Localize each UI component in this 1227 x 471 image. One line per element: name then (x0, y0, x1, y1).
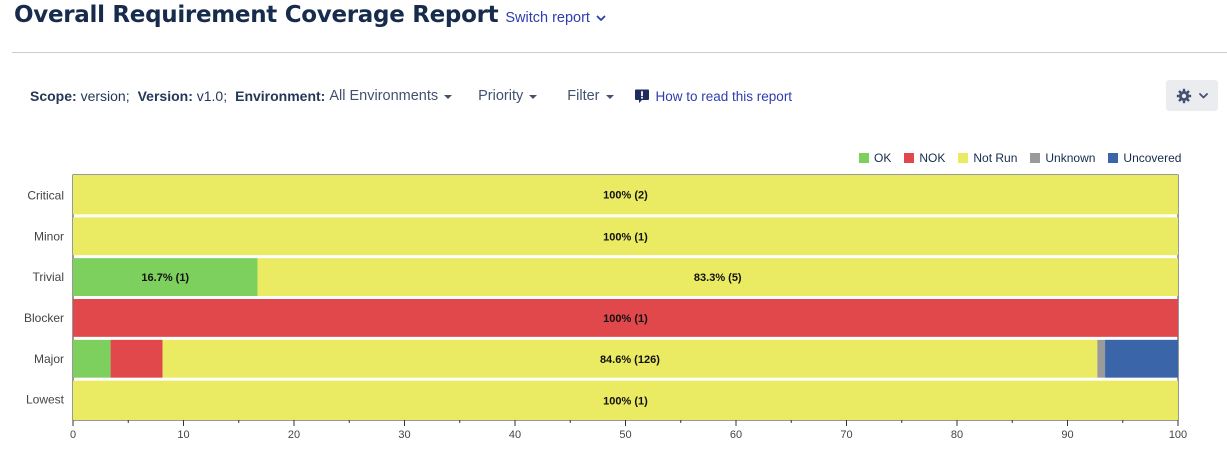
x-tick-label: 0 (70, 429, 76, 441)
data-label: 100% (1) (603, 395, 648, 407)
version-info: Version: v1.0; (138, 88, 228, 104)
switch-report-label: Switch report (505, 10, 590, 26)
report-header: Overall Requirement Coverage Report Swit… (14, 2, 606, 28)
legend-swatch (1108, 153, 1119, 163)
legend-item-uncovered[interactable]: Uncovered (1108, 151, 1181, 165)
x-tick-label: 80 (951, 429, 963, 441)
header-divider (12, 52, 1227, 53)
environment-label: Environment: (235, 88, 326, 104)
category-label: Minor (34, 229, 64, 243)
caret-down-icon (605, 95, 614, 99)
settings-button[interactable] (1166, 80, 1218, 111)
legend-label: Uncovered (1123, 151, 1182, 165)
bar-segment-not-run-minor (73, 217, 1178, 256)
report-toolbar: Scope: version; Version: v1.0; Environme… (30, 86, 792, 106)
data-label: 100% (2) (603, 190, 648, 202)
category-label: Blocker (24, 311, 64, 325)
caret-down-icon (529, 95, 538, 99)
how-to-read-label: How to read this report (655, 88, 793, 104)
scope-value: version; (80, 88, 130, 104)
bar-segment-nok-major (110, 339, 163, 378)
legend-swatch (1030, 153, 1041, 163)
legend-label: Not Run (973, 151, 1018, 165)
x-tick-label: 90 (1061, 429, 1073, 441)
data-label: 100% (1) (603, 231, 648, 243)
bar-segment-not-run-lowest (73, 380, 1178, 420)
switch-report-dropdown[interactable]: Switch report (505, 10, 606, 26)
x-tick-label: 50 (619, 429, 631, 441)
x-tick-label: 40 (509, 429, 521, 441)
scope-info: Scope: version; (30, 88, 130, 104)
legend-item-unknown[interactable]: Unknown (1030, 151, 1095, 165)
category-label: Major (34, 352, 64, 366)
data-label: 16.7% (1) (141, 272, 189, 284)
x-tick-label: 100 (1169, 429, 1187, 441)
priority-label: Priority (478, 88, 524, 104)
how-to-read-link[interactable]: How to read this report (634, 88, 793, 104)
environment-info: Environment: (235, 88, 325, 104)
chevron-down-icon (1199, 92, 1208, 99)
bar-segment-uncovered-major (1105, 339, 1178, 378)
legend-label: OK (874, 151, 892, 165)
bar-segment-ok-major (73, 339, 111, 378)
legend-item-ok[interactable]: OK (859, 151, 891, 165)
legend-label: Unknown (1045, 151, 1096, 165)
bar-segment-nok-blocker (73, 299, 1178, 337)
x-tick-label: 30 (398, 429, 410, 441)
legend-item-not-run[interactable]: Not Run (958, 151, 1017, 165)
chart-legend: OK NOK Not Run Unknown Uncovered (859, 151, 1181, 165)
category-label: Trivial (32, 270, 64, 284)
legend-swatch (904, 153, 915, 163)
environment-dropdown[interactable]: All Environments (329, 88, 453, 104)
legend-item-nok[interactable]: NOK (904, 151, 945, 165)
priority-dropdown[interactable]: Priority (478, 88, 538, 104)
version-label: Version: (137, 88, 193, 104)
legend-swatch (958, 153, 969, 163)
category-label: Lowest (26, 393, 65, 407)
x-tick-label: 60 (730, 429, 742, 441)
bar-segment-not-run-trivial (257, 258, 1178, 296)
filter-label: Filter (567, 88, 600, 104)
environment-value: All Environments (329, 88, 439, 104)
bar-segment-not-run-major (162, 339, 1098, 378)
info-bubble-icon (634, 88, 650, 104)
filter-dropdown[interactable]: Filter (567, 88, 614, 104)
page-title: Overall Requirement Coverage Report (14, 2, 499, 28)
data-label: 84.6% (126) (600, 354, 660, 366)
bar-segment-not-run-critical (73, 175, 1178, 215)
x-tick-label: 10 (177, 429, 189, 441)
legend-swatch (859, 153, 869, 163)
version-value: v1.0; (196, 88, 228, 104)
x-tick-label: 20 (288, 429, 300, 441)
category-label: Critical (27, 188, 64, 202)
data-label: 83.3% (5) (694, 272, 742, 284)
legend-label: NOK (919, 151, 946, 165)
bar-segment-unknown-major (1097, 339, 1106, 378)
scope-label: Scope: (30, 88, 77, 104)
x-tick-label: 70 (840, 429, 852, 441)
bar-segment-ok-trivial (73, 258, 258, 296)
chevron-down-icon (596, 10, 606, 26)
data-label: 100% (1) (603, 313, 648, 325)
gear-icon (1176, 88, 1192, 104)
caret-down-icon (444, 95, 453, 99)
